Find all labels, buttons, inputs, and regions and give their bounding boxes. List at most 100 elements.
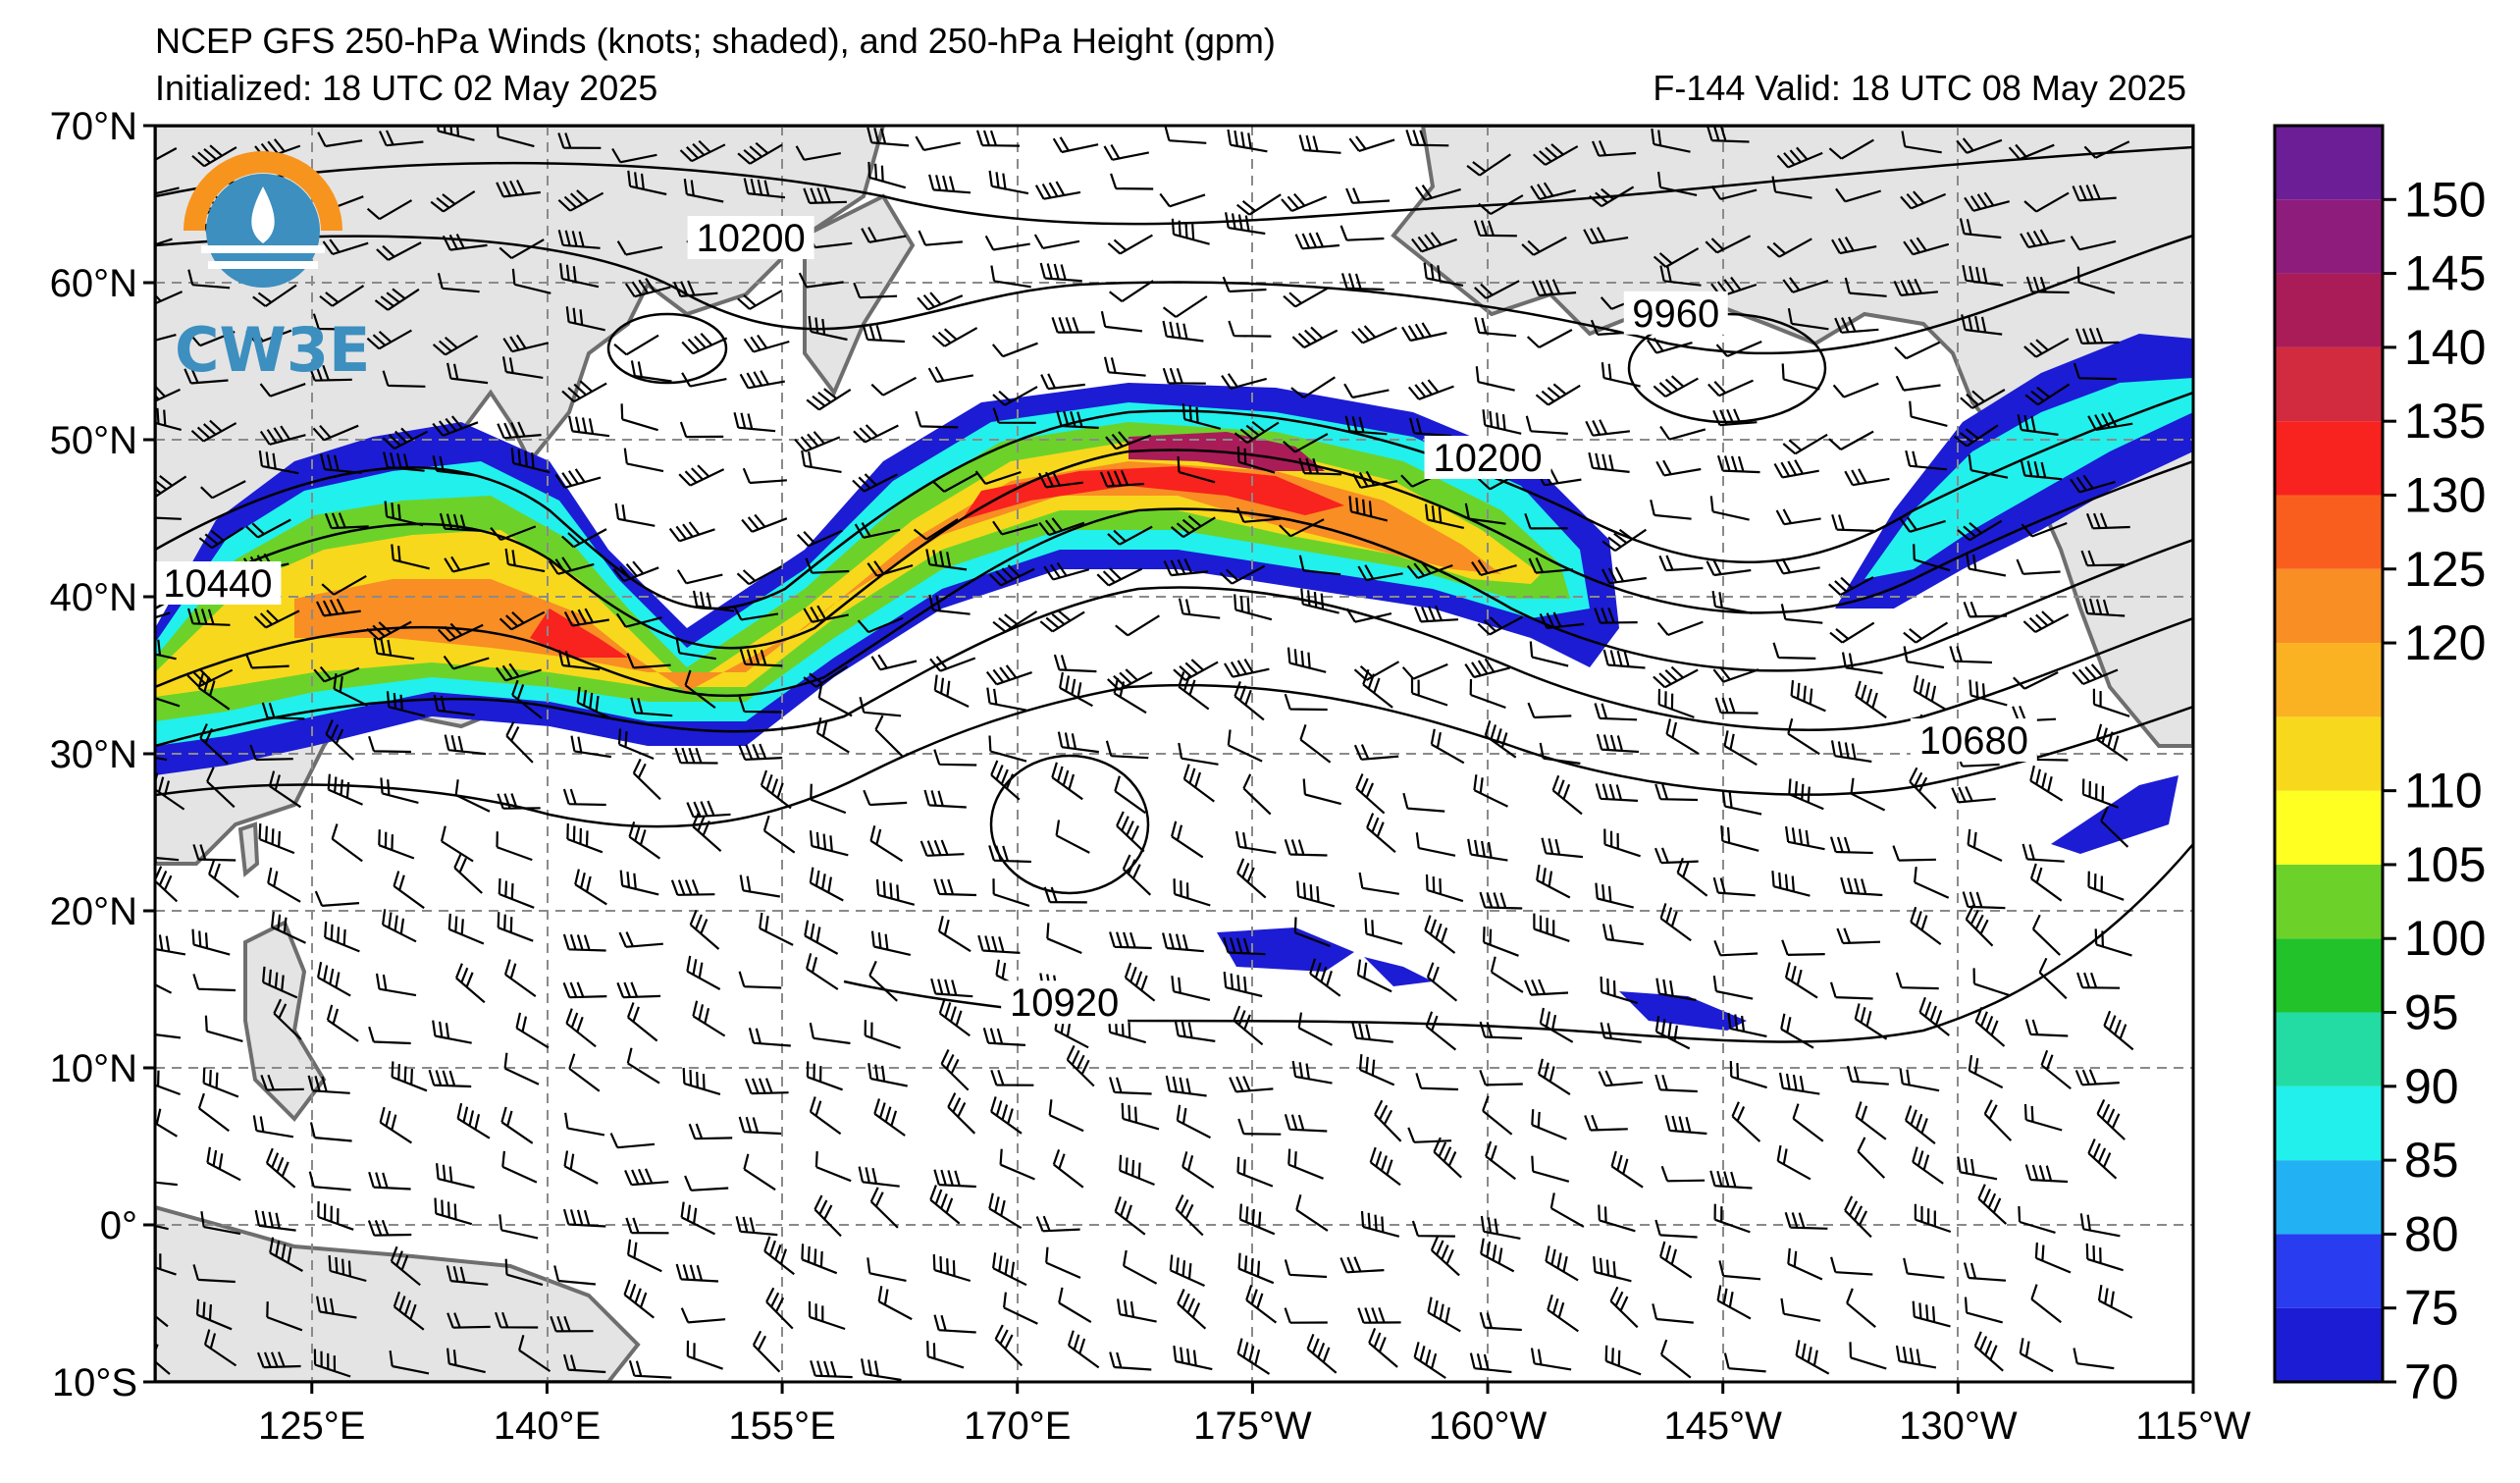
wind-barb: [258, 823, 295, 855]
wind-barb: [670, 879, 715, 896]
wind-barb: [505, 721, 534, 764]
wind-barb: [1892, 845, 1936, 862]
lon-label: 155°E: [728, 1404, 835, 1448]
wind-barb: [1780, 604, 1823, 624]
wind-barb: [504, 548, 546, 573]
wind-barb: [548, 556, 595, 575]
wind-barb: [1962, 264, 2004, 287]
wind-barb: [1659, 265, 1702, 287]
wind-barb: [692, 590, 735, 612]
wind-barb: [1904, 1105, 1936, 1144]
wind-barb: [1594, 703, 1638, 721]
wind-barb: [868, 960, 898, 1002]
wind-barb: [389, 1350, 430, 1375]
lat-label: 40°N: [50, 576, 137, 619]
wind-barb: [1593, 1256, 1632, 1283]
wind-barb: [1471, 559, 1517, 576]
wind-barb: [1712, 666, 1759, 683]
wind-barb: [810, 1359, 853, 1379]
wind-barb: [499, 238, 545, 260]
wind-barb: [1402, 792, 1445, 813]
wind-barb: [1123, 1249, 1158, 1285]
wind-barb: [378, 829, 415, 860]
wind-barb: [1348, 496, 1389, 522]
wind-barb: [926, 1341, 965, 1369]
wind-barb: [1478, 194, 1524, 216]
wind-barb: [999, 1148, 1035, 1181]
wind-barb: [742, 467, 787, 485]
wind-barb: [931, 472, 977, 493]
wind-barb: [434, 1197, 473, 1226]
wind-barb: [982, 1028, 1026, 1046]
wind-barb: [1829, 836, 1873, 855]
wind-barb: [760, 769, 792, 810]
wind-barb: [1910, 906, 1942, 945]
wind-barb: [1844, 1195, 1872, 1239]
wind-barb: [1782, 277, 1829, 293]
wind-barb: [265, 1147, 296, 1189]
wind-barb: [1795, 1340, 1830, 1375]
wind-barb: [1655, 459, 1702, 477]
wind-barb: [2024, 383, 2071, 406]
wind-barb: [1229, 1076, 1274, 1093]
wind-barb: [253, 609, 300, 629]
wind-barb: [1854, 1003, 1888, 1040]
wind-barb: [314, 890, 360, 907]
wind-barb: [1723, 1352, 1766, 1373]
wind-barb: [612, 560, 659, 583]
wind-barb: [1653, 375, 1699, 398]
wind-barb: [803, 186, 847, 204]
wind-barb: [1894, 341, 1941, 360]
wind-barb: [1785, 825, 1825, 851]
wind-barb: [2070, 236, 2117, 251]
wind-barb: [1771, 871, 1811, 897]
wind-barb: [271, 911, 306, 944]
wind-barb: [1035, 1215, 1080, 1233]
wind-barb: [1033, 234, 1080, 249]
wind-barb: [1052, 1149, 1084, 1189]
lat-label: 10°S: [52, 1361, 137, 1404]
colorbar-label: 145: [2404, 246, 2486, 301]
wind-barb: [1711, 590, 1753, 614]
wind-barb: [1407, 379, 1454, 400]
wind-barb: [333, 672, 368, 707]
wind-barb: [1712, 408, 1758, 427]
colorbar-swatch: [2275, 273, 2383, 347]
wind-barb: [1664, 1115, 1707, 1136]
wind-barb: [504, 1258, 544, 1287]
wind-barb: [1294, 232, 1340, 250]
wind-barb: [681, 372, 727, 388]
wind-barb: [1900, 190, 1947, 210]
contour-label: 9960: [1632, 292, 1719, 336]
wind-barb: [1974, 1006, 2006, 1047]
wind-barb: [1469, 1352, 1512, 1374]
contour-labels: 10200 9960 10200 10440 10680 10920: [155, 216, 2037, 1025]
wind-barb: [1369, 1146, 1401, 1187]
wind-barb: [312, 424, 359, 442]
wind-barb: [806, 388, 852, 411]
wind-barb: [436, 1163, 475, 1190]
wind-barb: [1366, 813, 1396, 854]
wind-barb: [863, 789, 908, 807]
wind-barb: [688, 1123, 733, 1140]
wind-barb: [432, 335, 479, 356]
wind-barb: [1721, 790, 1762, 816]
wind-barb: [202, 1067, 239, 1098]
colorbar-label: 140: [2404, 320, 2486, 375]
wind-barb: [1287, 1148, 1324, 1180]
wind-barb: [1650, 500, 1692, 520]
wind-barb: [858, 1166, 900, 1188]
wind-barb: [1181, 403, 1222, 430]
colorbar-label: 105: [2404, 837, 2486, 892]
wind-barb: [1657, 688, 1695, 718]
wind-barb: [759, 912, 794, 946]
wind-barb: [155, 1181, 178, 1187]
wind-barb: [739, 649, 783, 667]
lat-label: 0°: [100, 1204, 137, 1247]
wind-barb: [928, 594, 971, 615]
wind-barb: [2023, 1103, 2063, 1132]
wind-barb: [1178, 598, 1221, 619]
wind-barb: [1222, 276, 1267, 293]
wind-barb: [736, 565, 783, 586]
wind-barb: [557, 650, 601, 671]
